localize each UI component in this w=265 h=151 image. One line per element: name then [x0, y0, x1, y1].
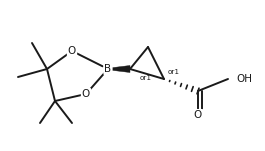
Polygon shape	[108, 66, 130, 72]
Text: O: O	[194, 110, 202, 120]
Text: or1: or1	[168, 69, 180, 75]
Text: or1: or1	[140, 75, 152, 81]
Text: OH: OH	[236, 74, 252, 84]
Text: O: O	[82, 89, 90, 99]
Text: O: O	[68, 46, 76, 56]
Text: B: B	[104, 64, 112, 74]
